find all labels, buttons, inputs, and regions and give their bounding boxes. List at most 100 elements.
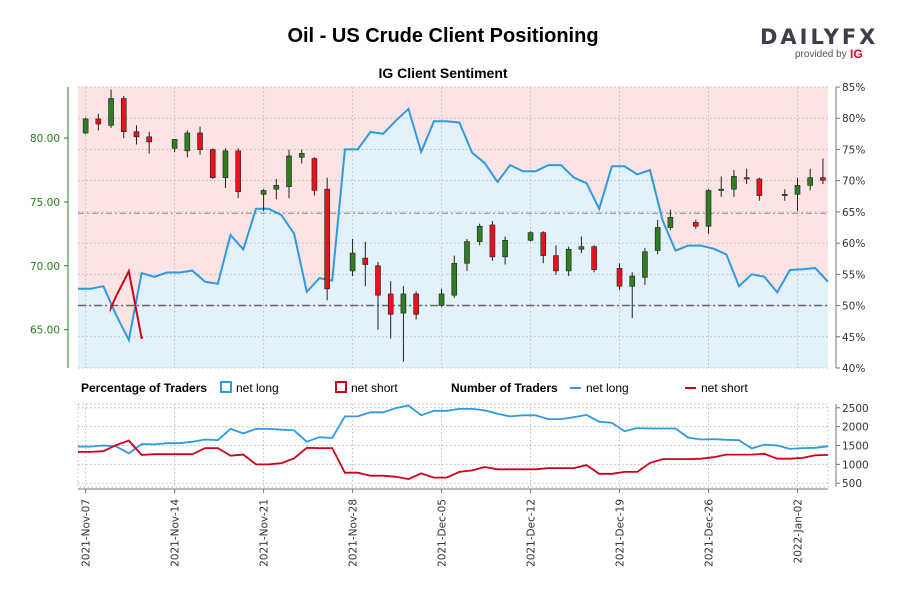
candle-body [400,293,407,314]
candle-body [438,293,445,306]
price-candle [375,261,381,330]
price-candle [311,157,318,196]
candle-body [565,248,572,272]
legend-traders-long-label: net long [586,381,629,395]
date-tick-label: 2021-Nov-14 [170,499,182,567]
price-tick-label: 65.00 [30,325,60,337]
price-candle [502,236,508,265]
date-tick-label: 2021-Dec-26 [704,499,716,567]
price-candle [464,238,470,271]
legend-net-short-label: net short [351,381,398,395]
percentage-tick-label: 60% [842,238,865,250]
traders-count-axis: 500 1000 1500 2000 2500 [835,403,869,490]
bottom-frame [77,403,829,488]
candle-body [642,251,648,278]
candle-body [260,190,267,195]
candle-body [349,252,356,272]
brand-tagline: provided by [795,49,847,60]
candle-body [95,118,102,125]
price-candle [286,149,292,199]
candle-body [197,132,203,150]
candle-body [540,232,547,256]
candle-body [731,176,737,190]
candle-body [311,158,318,191]
price-candle [578,236,585,254]
date-tick-label: 2021-Dec-05 [437,499,449,567]
candle-body [133,131,140,138]
price-candle [95,113,102,131]
percentage-tick-label: 85% [842,82,865,94]
candle-body [171,139,178,149]
candle-body [375,265,381,296]
brand-mark: IG [850,47,863,61]
candle-body [108,98,114,126]
candle-body [235,150,241,193]
candle-body [387,293,394,315]
price-axis: 65.00 70.00 75.00 80.00 [30,87,69,368]
price-candle [120,95,127,139]
candle-body [553,255,559,272]
traders-count-panel: 500 1000 1500 2000 2500 [77,403,869,490]
percentage-tick-label: 50% [842,301,865,313]
traders-net-short-line [78,439,829,481]
date-axis: 2021-Nov-07 2021-Nov-14 2021-Nov-21 2021-No… [78,488,828,567]
price-tick-label: 70.00 [30,261,60,273]
traders-tick-label: 1000 [842,459,869,471]
candle-body [527,232,534,241]
price-candle [565,246,572,277]
price-candle [527,231,534,242]
candle-body [298,153,305,158]
price-candle [731,170,737,197]
candle-body [489,224,496,258]
date-tick-label: 2021-Nov-07 [81,499,93,567]
date-tick-label: 2021-Dec-12 [526,499,538,567]
price-candle [743,168,750,185]
traders-tick-label: 1500 [842,441,869,453]
price-candle [273,178,280,200]
price-candle [667,209,674,231]
candle-body [476,225,483,242]
candle-body [781,193,788,196]
price-candle [413,291,419,320]
traders-tick-label: 2500 [842,403,869,415]
candle-body [616,268,623,287]
percentage-tick-label: 45% [842,332,865,344]
legend-percentage-heading: Percentage of Traders [81,381,207,395]
candle-body [654,227,661,251]
price-candle [298,149,305,164]
price-candle [184,130,191,158]
candle-body [324,188,330,290]
price-candle [260,189,267,211]
price-candle [82,117,89,135]
candle-body [629,275,636,287]
percentage-tick-label: 40% [842,363,865,375]
candle-body [794,185,801,195]
legend-net-long-box [220,381,232,393]
traders-tick-label: 500 [842,478,862,490]
legend-net-short-box [335,381,347,393]
price-candle [235,148,241,199]
candle-body [146,136,152,143]
price-candle [756,177,763,201]
price-candle [629,272,636,319]
price-candle [781,189,788,201]
price-candle [197,126,203,155]
price-candle [362,241,369,287]
traders-net-long-line [78,404,829,455]
candle-body [692,222,699,227]
net-long-percentage-line [78,107,829,343]
candle-body [464,241,470,264]
candle-body [705,190,712,227]
price-candle [400,286,407,362]
candle-body [273,185,280,190]
price-candle [489,221,496,261]
percentage-tick-label: 70% [842,176,865,188]
percentage-tick-label: 55% [842,269,865,281]
price-candle [349,238,356,277]
date-tick-label: 2021-Nov-21 [259,499,271,567]
price-candle [171,139,178,153]
price-candle [642,247,648,285]
candle-body [667,216,674,228]
legend: Percentage of Traders net long net short… [81,381,748,395]
traders-tick-label: 2000 [842,422,869,434]
